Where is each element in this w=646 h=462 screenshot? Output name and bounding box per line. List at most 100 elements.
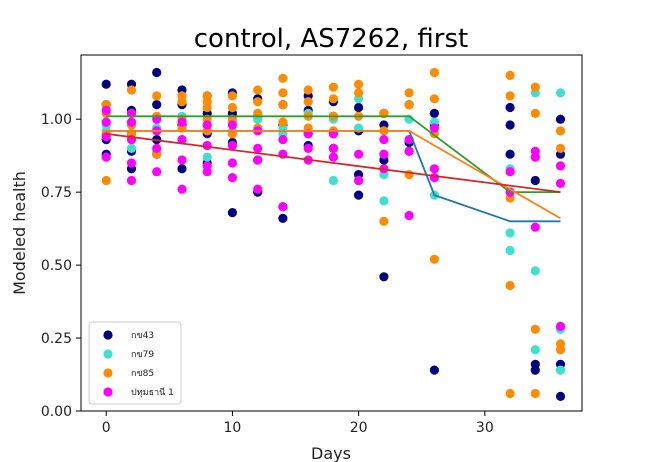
point-s3-23 <box>227 158 237 168</box>
point-s2-33 <box>303 85 313 95</box>
point-s3-48 <box>429 173 439 183</box>
legend-label-0: กข43 <box>131 331 154 341</box>
point-s2-55 <box>505 70 515 80</box>
point-s2-21 <box>227 91 237 101</box>
legend: กข43 กข79 กข85 ปทุมธานี 1 <box>88 321 182 405</box>
point-s3-5 <box>126 117 137 127</box>
point-s3-37 <box>328 152 338 162</box>
point-s0-32 <box>278 213 288 223</box>
point-s0-9 <box>152 67 162 78</box>
x-tick-label-0: 0 <box>102 420 111 436</box>
legend-box <box>88 321 182 405</box>
point-s2-31 <box>278 100 288 110</box>
point-s3-54 <box>555 161 566 171</box>
legend-label-1: กข79 <box>131 350 154 360</box>
data-points <box>101 67 566 401</box>
y-tick-label-1: 0.25 <box>41 331 72 347</box>
legend-label-2: กข85 <box>131 369 154 379</box>
legend-label-3: ปทุมธานี 1 <box>131 387 174 398</box>
point-s0-64 <box>555 391 566 401</box>
point-s3-55 <box>555 178 566 188</box>
legend-marker-1 <box>103 349 113 359</box>
point-s0-52 <box>429 108 439 118</box>
fit-line-1 <box>106 115 561 194</box>
point-s3-49 <box>505 167 515 177</box>
plot-area-frame <box>80 54 583 412</box>
point-s0-60 <box>530 365 540 375</box>
point-s0-10 <box>152 100 162 110</box>
point-s3-15 <box>177 155 187 165</box>
point-s2-42 <box>354 88 364 98</box>
point-s2-13 <box>177 97 187 107</box>
point-s3-38 <box>354 149 364 159</box>
point-s0-56 <box>505 120 515 130</box>
point-s3-28 <box>253 184 263 194</box>
point-s0-44 <box>354 190 364 200</box>
fit-lines <box>106 115 561 223</box>
x-tick-label-3: 30 <box>476 420 494 436</box>
point-s1-24 <box>379 196 389 206</box>
point-s2-3 <box>101 175 111 186</box>
x-axis-ticks: 0 10 20 30 <box>102 411 494 436</box>
point-s3-56 <box>555 321 566 331</box>
point-s0-16 <box>177 164 187 174</box>
y-tick-label-0: 0.00 <box>41 404 72 420</box>
point-s3-14 <box>177 135 187 145</box>
point-s0-57 <box>505 149 515 159</box>
point-s2-64 <box>555 126 566 136</box>
point-s3-22 <box>227 140 237 151</box>
point-s3-12 <box>152 167 162 177</box>
point-s3-33 <box>303 143 313 153</box>
point-s2-18 <box>202 102 212 113</box>
point-s2-65 <box>555 143 566 153</box>
point-s3-11 <box>152 143 162 153</box>
point-s1-35 <box>555 88 566 98</box>
point-s3-16 <box>177 184 187 194</box>
point-s2-52 <box>429 94 439 104</box>
point-s3-39 <box>354 175 364 186</box>
point-s3-1 <box>101 117 111 127</box>
point-s2-26 <box>253 97 263 107</box>
chart-title: control, AS7262, first <box>194 24 468 54</box>
point-s3-41 <box>379 149 389 159</box>
point-s2-8 <box>152 91 162 101</box>
point-s3-3 <box>101 152 111 162</box>
point-s2-48 <box>404 88 414 98</box>
point-s1-30 <box>505 228 515 238</box>
point-s2-4 <box>126 85 137 95</box>
point-s3-26 <box>253 143 263 153</box>
fit-line-3 <box>106 132 561 193</box>
point-s2-67 <box>555 345 566 355</box>
legend-marker-3 <box>103 387 113 397</box>
point-s2-34 <box>303 97 313 107</box>
point-s3-20 <box>202 167 212 177</box>
point-s0-0 <box>101 79 111 89</box>
fit-line-2 <box>106 129 561 220</box>
point-s2-51 <box>429 67 439 78</box>
point-s3-8 <box>126 175 137 186</box>
point-s3-46 <box>429 123 439 133</box>
point-s3-53 <box>530 222 540 232</box>
point-s2-63 <box>530 388 540 399</box>
point-s2-62 <box>530 324 540 334</box>
point-s3-29 <box>278 135 288 145</box>
point-s2-54 <box>429 254 439 264</box>
point-s2-25 <box>253 85 263 95</box>
x-tick-label-2: 20 <box>350 420 368 436</box>
point-s2-29 <box>278 73 288 83</box>
point-s2-32 <box>278 117 288 127</box>
point-s2-60 <box>530 82 540 92</box>
point-s3-31 <box>278 202 288 212</box>
y-axis-label: Modeled health <box>10 171 29 295</box>
point-s0-48 <box>379 272 389 282</box>
point-s2-30 <box>278 88 288 98</box>
point-s1-3 <box>126 143 137 153</box>
point-s3-27 <box>253 155 263 165</box>
point-s2-47 <box>379 216 389 226</box>
point-s2-41 <box>354 79 364 89</box>
legend-marker-2 <box>103 368 113 378</box>
point-s0-55 <box>505 102 515 113</box>
point-s3-52 <box>530 152 540 162</box>
y-tick-label-3: 0.75 <box>41 185 72 201</box>
